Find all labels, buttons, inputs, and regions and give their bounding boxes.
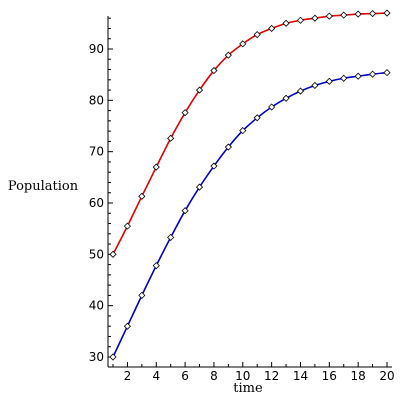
series-1-marker [123,322,131,330]
series-1-marker [282,94,290,102]
x-tick-label: 14 [293,369,308,383]
series-1-marker [181,207,189,215]
series-0-marker [311,14,319,22]
series-1-marker [311,81,319,90]
series-1-marker [167,233,175,241]
series-0-marker [325,12,333,20]
series-1-marker [296,87,305,95]
series-1-marker [383,69,391,77]
y-axis-label: Population [8,179,79,194]
x-tick-label: 18 [351,369,366,383]
series-line-0 [112,12,388,255]
y-tick-label: 90 [89,42,104,56]
y-tick-label: 70 [89,145,104,159]
series-1-marker [210,162,218,170]
series-0-marker [123,222,131,230]
series-0-marker [340,11,348,19]
y-tick-label: 30 [89,350,104,364]
series-0-marker [195,86,204,94]
series-1-marker [138,291,146,299]
ticks: 30 40 50 60 70 80 90 2 4 6 8 10 12 14 16 18 20 [89,17,395,383]
y-tick-label: 80 [89,93,104,107]
series-line-1 [112,71,388,358]
series-1-marker [340,74,348,82]
x-tick-label: 8 [210,369,218,383]
series-0-marker [253,31,261,39]
series-0-marker [268,24,276,33]
y-tick-label: 60 [89,196,104,210]
axes [107,16,392,368]
series-0-marker [282,19,290,27]
series-1-marker [325,77,333,85]
series-0-marker [138,192,146,200]
y-tick-label: 40 [89,299,104,313]
series-1-marker [354,72,362,80]
x-tick-label: 2 [124,369,132,383]
series-0-marker [354,10,362,18]
series-0-marker [152,163,160,171]
x-tick-label: 16 [322,369,337,383]
series-1-marker [152,262,160,270]
series-1-marker [369,70,377,78]
series-1-marker [224,143,232,151]
series-0-marker [224,51,232,59]
x-tick-label: 4 [152,369,160,383]
series-0-marker [181,109,189,117]
series-0-marker [383,9,391,17]
series-0-marker [167,134,175,142]
series-0-marker [210,66,218,75]
x-tick-label: 20 [379,369,394,383]
y-tick-label: 50 [89,247,104,261]
x-tick-label: 10 [235,369,250,383]
x-axis-label: time [233,381,263,396]
series-1-marker [253,114,261,122]
x-tick-label: 6 [181,369,189,383]
series-0-marker [296,16,305,24]
series-0-marker [369,10,377,18]
series-1-marker [109,353,117,361]
series-1-marker [195,183,204,191]
series-0-marker [109,250,117,258]
series-0-marker [239,40,247,48]
series-1-marker [268,103,276,111]
series-1-marker [239,127,247,135]
x-tick-label: 12 [264,369,279,383]
series [109,9,391,361]
